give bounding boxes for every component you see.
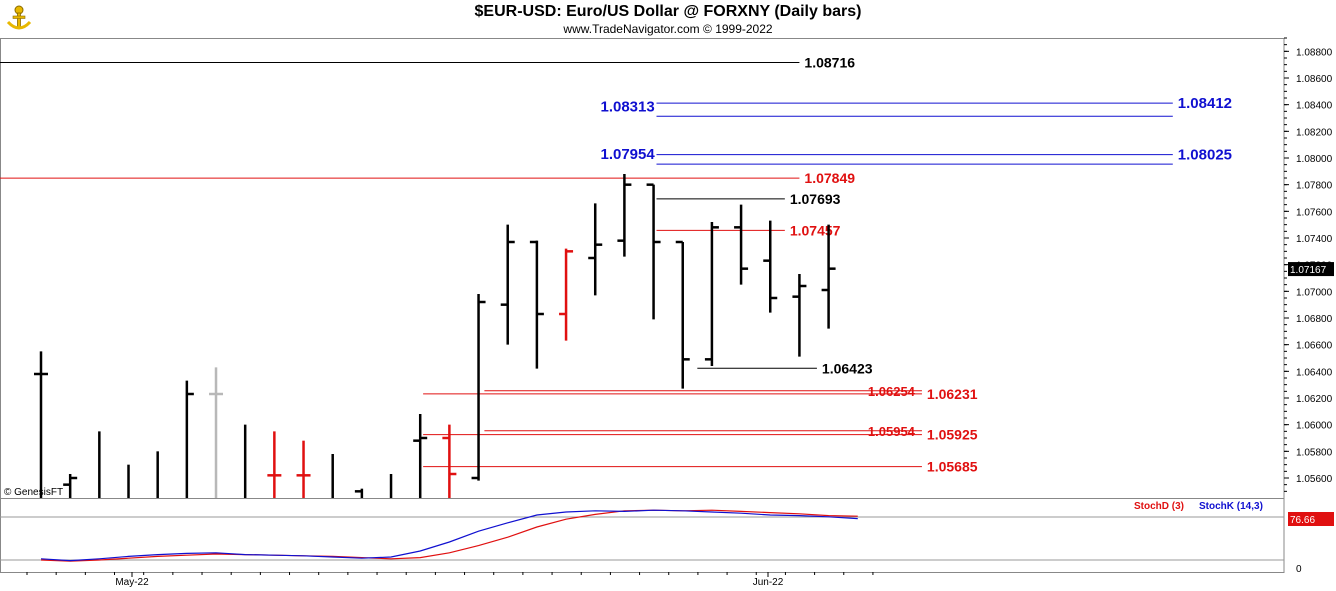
y-tick-label: 1.06200	[1296, 394, 1333, 405]
y-tick-label: 1.08800	[1296, 47, 1333, 58]
date-axis: May-22 Jun-22	[26, 572, 874, 588]
level-label-1.05954: 1.05954	[868, 424, 916, 439]
price-bar	[63, 474, 78, 498]
last-price-label: 1.07167	[1290, 265, 1327, 276]
y-tick-label: 1.05800	[1296, 447, 1333, 458]
price-bar	[529, 240, 544, 369]
y-tick-label: 1.06400	[1296, 367, 1333, 378]
y-tick-label: 1.08000	[1296, 154, 1333, 165]
price-bar	[413, 414, 428, 498]
y-tick-label: 1.08200	[1296, 127, 1333, 138]
legend-stochd: StochD (3)	[1134, 501, 1184, 512]
price-bar	[442, 424, 457, 498]
price-bar	[34, 351, 48, 498]
level-lines: 1.08716 1.08412 1.08313 1.08025 1.07954 1.078…	[0, 55, 1232, 475]
price-axis: 1.08800 1.08600 1.08400 1.08200 1.08000 1.078…	[1284, 37, 1334, 492]
x-tick-label: May-22	[115, 577, 149, 588]
price-bar	[792, 274, 807, 357]
level-label-1.08025: 1.08025	[1178, 147, 1232, 164]
level-label-1.07954: 1.07954	[600, 146, 655, 163]
level-label-1.06423: 1.06423	[822, 360, 873, 376]
series-line-StochD (3)	[40, 509, 858, 562]
price-bar	[704, 222, 719, 366]
price-bar	[209, 367, 224, 498]
legend-stochk: StochK (14,3)	[1199, 501, 1263, 512]
chart-frames	[0, 38, 1285, 573]
level-label-1.07693: 1.07693	[790, 191, 841, 207]
y-tick-label: 1.07800	[1296, 181, 1333, 192]
price-bar	[821, 224, 836, 329]
level-label-1.08716: 1.08716	[804, 55, 855, 71]
price-bar	[559, 248, 574, 341]
price-bar	[354, 488, 364, 498]
level-label-1.07849: 1.07849	[804, 170, 855, 186]
price-bar	[646, 183, 661, 320]
price-bars	[34, 174, 836, 498]
level-label-1.06231: 1.06231	[927, 386, 978, 402]
indicator-y-tick: 0	[1296, 564, 1302, 575]
watermark: © GenesisFT	[4, 487, 63, 498]
y-tick-label: 1.05600	[1296, 474, 1333, 485]
level-label-1.06254: 1.06254	[868, 384, 916, 399]
y-tick-label: 1.06600	[1296, 341, 1333, 352]
price-bar	[617, 174, 632, 257]
x-tick-label: Jun-22	[753, 577, 784, 588]
trade-navigator-logo	[4, 4, 34, 34]
y-tick-label: 1.08400	[1296, 101, 1333, 112]
y-tick-label: 1.08600	[1296, 74, 1333, 85]
chart-subtitle: www.TradeNavigator.com © 1999-2022	[563, 22, 773, 36]
level-label-1.05925: 1.05925	[927, 427, 978, 443]
price-bar	[471, 294, 486, 481]
indicator-panel-frame	[0, 498, 1285, 573]
last-price-box	[1288, 262, 1334, 277]
chart-title: $EUR-USD: Euro/US Dollar @ FORXNY (Daily…	[474, 3, 862, 20]
price-bar	[675, 240, 690, 389]
level-label-1.07457: 1.07457	[790, 222, 841, 238]
price-bar	[296, 440, 311, 498]
chart-header: $EUR-USD: Euro/US Dollar @ FORXNY (Daily…	[0, 0, 1336, 38]
y-tick-label: 1.06000	[1296, 421, 1333, 432]
y-tick-label: 1.07600	[1296, 207, 1333, 218]
y-tick-label: 1.06800	[1296, 314, 1333, 325]
price-bar	[185, 380, 194, 498]
y-tick-label: 1.07400	[1296, 234, 1333, 245]
level-label-1.08313: 1.08313	[600, 98, 654, 115]
last-stoch-box	[1288, 512, 1334, 526]
series-line-StochK (14,3)	[40, 509, 858, 562]
y-tick-label: 1.07000	[1296, 287, 1333, 298]
last-stoch-label: 76.66	[1290, 515, 1315, 526]
price-bar	[588, 203, 603, 296]
price-bar	[763, 220, 778, 313]
level-label-1.05685: 1.05685	[927, 459, 978, 475]
price-bar	[734, 204, 749, 285]
level-label-1.08412: 1.08412	[1178, 95, 1232, 112]
stochastic-panel: StochD (3) StochK (14,3) 0 76.66	[40, 501, 1334, 575]
price-bar	[267, 431, 282, 498]
price-bar	[500, 224, 515, 345]
